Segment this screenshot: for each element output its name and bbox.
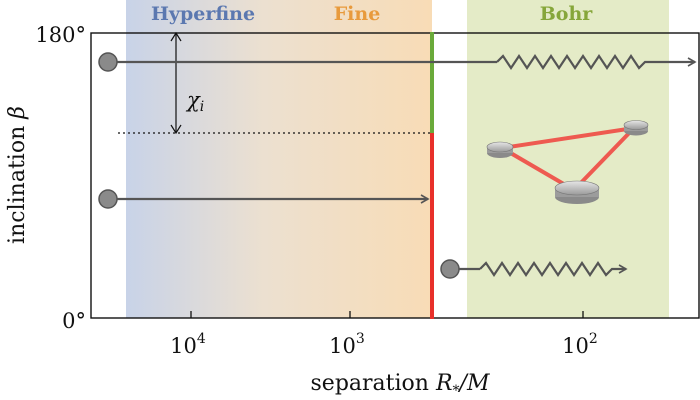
chi-annotation-label: χi (185, 88, 204, 115)
region-label-hyperfine: Hyperfine (151, 3, 255, 25)
y-tick-label-bottom: 0° (62, 309, 86, 333)
bottom-trajectory-zigzag (479, 261, 628, 277)
y-axis-title: inclination β (5, 106, 30, 244)
bottom-trajectory (440, 259, 628, 279)
x-tick-marks (190, 311, 584, 318)
x-tick-label-1e4: 104 (170, 331, 206, 358)
top-trajectory-start-dot (98, 52, 118, 72)
disk-right (623, 120, 649, 136)
x-tick-label-1e2: 102 (562, 331, 598, 358)
region-label-bohr: Bohr (540, 3, 594, 25)
disk-left (486, 141, 514, 158)
disk-bottom (554, 180, 600, 204)
three-disk-illustration (486, 120, 649, 204)
top-trajectory-zigzag (496, 54, 697, 70)
middle-trajectory-start-dot (98, 189, 118, 209)
plot-frame (90, 32, 700, 319)
x-axis-title: separation R*/M (311, 371, 490, 399)
y-tick-label-top: 180° (35, 23, 86, 47)
bottom-trajectory-start-dot (440, 259, 460, 279)
hyperfine-fine-region (126, 0, 432, 318)
top-trajectory (98, 52, 697, 72)
chi-annotation-arrow (170, 31, 182, 135)
middle-trajectory (98, 189, 430, 209)
x-tick-label-1e3: 103 (329, 331, 365, 358)
region-label-fine: Fine (334, 3, 381, 25)
